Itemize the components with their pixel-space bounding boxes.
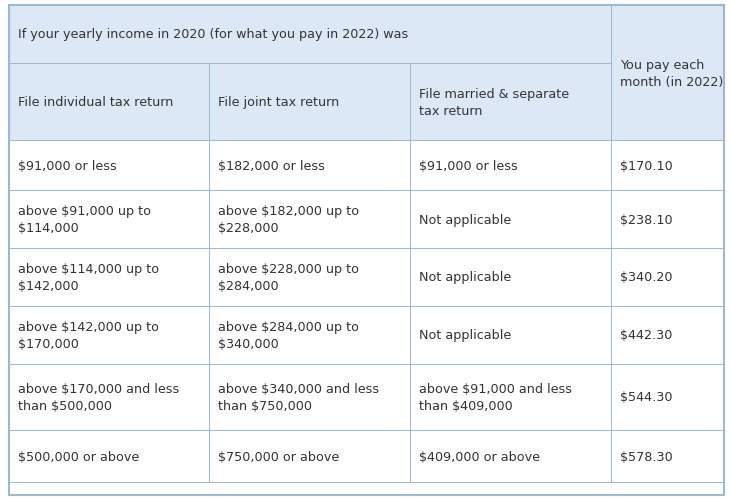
Text: above $142,000 up to
$170,000: above $142,000 up to $170,000 xyxy=(18,320,158,350)
Bar xyxy=(611,430,724,482)
Text: $238.10: $238.10 xyxy=(619,213,672,226)
Bar xyxy=(611,141,724,191)
Text: $578.30: $578.30 xyxy=(619,449,672,462)
Bar xyxy=(9,141,210,191)
Text: above $228,000 up to
$284,000: above $228,000 up to $284,000 xyxy=(218,263,359,293)
Text: above $91,000 up to
$114,000: above $91,000 up to $114,000 xyxy=(18,205,150,234)
Bar xyxy=(410,141,611,191)
Bar xyxy=(210,191,410,248)
Bar xyxy=(210,364,410,430)
Text: Not applicable: Not applicable xyxy=(419,271,511,284)
Bar xyxy=(210,306,410,364)
Text: File married & separate
tax return: File married & separate tax return xyxy=(419,87,569,117)
Bar xyxy=(410,364,611,430)
Bar xyxy=(611,248,724,306)
Bar xyxy=(9,248,210,306)
Bar xyxy=(410,191,611,248)
Text: above $284,000 up to
$340,000: above $284,000 up to $340,000 xyxy=(218,320,359,350)
Bar xyxy=(410,430,611,482)
Bar xyxy=(410,306,611,364)
Bar xyxy=(9,430,210,482)
Bar xyxy=(9,306,210,364)
Bar xyxy=(611,6,724,141)
Text: If your yearly income in 2020 (for what you pay in 2022) was: If your yearly income in 2020 (for what … xyxy=(18,29,408,42)
Text: above $182,000 up to
$228,000: above $182,000 up to $228,000 xyxy=(218,205,359,234)
Bar xyxy=(9,364,210,430)
Text: $544.30: $544.30 xyxy=(619,390,672,403)
Text: You pay each
month (in 2022): You pay each month (in 2022) xyxy=(619,59,723,89)
Text: $91,000 or less: $91,000 or less xyxy=(18,159,117,172)
Text: File joint tax return: File joint tax return xyxy=(218,96,339,109)
Bar xyxy=(210,248,410,306)
Bar xyxy=(410,64,611,141)
Text: $91,000 or less: $91,000 or less xyxy=(419,159,517,172)
Text: above $170,000 and less
than $500,000: above $170,000 and less than $500,000 xyxy=(18,382,179,412)
Text: $442.30: $442.30 xyxy=(619,329,672,342)
Text: above $91,000 and less
than $409,000: above $91,000 and less than $409,000 xyxy=(419,382,572,412)
Text: above $114,000 up to
$142,000: above $114,000 up to $142,000 xyxy=(18,263,159,293)
Bar xyxy=(611,364,724,430)
Text: File individual tax return: File individual tax return xyxy=(18,96,173,109)
Bar xyxy=(611,306,724,364)
Bar xyxy=(611,191,724,248)
Text: $500,000 or above: $500,000 or above xyxy=(18,449,139,462)
Bar xyxy=(210,430,410,482)
Bar xyxy=(611,6,724,64)
Text: $182,000 or less: $182,000 or less xyxy=(218,159,325,172)
Bar xyxy=(210,64,410,141)
Bar xyxy=(210,141,410,191)
Text: $340.20: $340.20 xyxy=(619,271,672,284)
Text: $170.10: $170.10 xyxy=(619,159,672,172)
Text: $409,000 or above: $409,000 or above xyxy=(419,449,540,462)
Text: above $340,000 and less
than $750,000: above $340,000 and less than $750,000 xyxy=(218,382,380,412)
Bar xyxy=(9,64,210,141)
Text: $750,000 or above: $750,000 or above xyxy=(218,449,339,462)
Text: Not applicable: Not applicable xyxy=(419,329,511,342)
Bar xyxy=(9,6,611,64)
Bar xyxy=(410,248,611,306)
Bar xyxy=(9,191,210,248)
Text: Not applicable: Not applicable xyxy=(419,213,511,226)
